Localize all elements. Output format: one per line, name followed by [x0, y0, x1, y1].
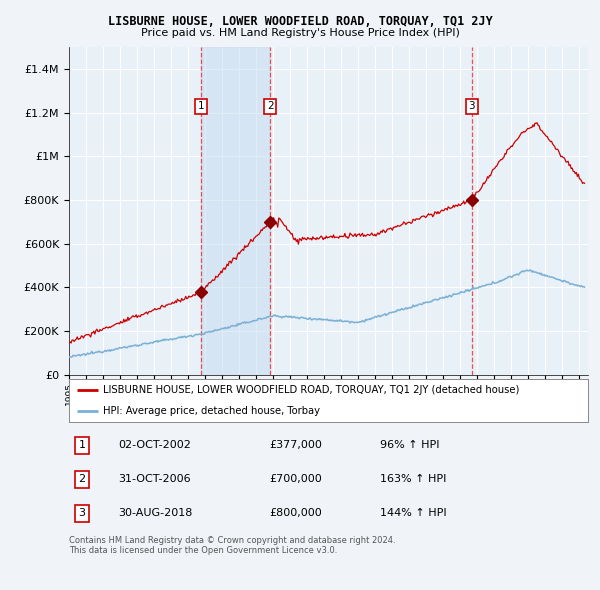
Text: 30-AUG-2018: 30-AUG-2018 [118, 509, 193, 519]
Text: LISBURNE HOUSE, LOWER WOODFIELD ROAD, TORQUAY, TQ1 2JY: LISBURNE HOUSE, LOWER WOODFIELD ROAD, TO… [107, 15, 493, 28]
Text: £377,000: £377,000 [269, 440, 322, 450]
Text: £700,000: £700,000 [269, 474, 322, 484]
Text: 3: 3 [468, 101, 475, 111]
Text: 3: 3 [79, 509, 85, 519]
Text: Contains HM Land Registry data © Crown copyright and database right 2024.
This d: Contains HM Land Registry data © Crown c… [69, 536, 395, 555]
Text: 02-OCT-2002: 02-OCT-2002 [118, 440, 191, 450]
Text: £800,000: £800,000 [269, 509, 322, 519]
Text: 1: 1 [197, 101, 204, 111]
Text: Price paid vs. HM Land Registry's House Price Index (HPI): Price paid vs. HM Land Registry's House … [140, 28, 460, 38]
Text: 1: 1 [79, 440, 85, 450]
Text: 96% ↑ HPI: 96% ↑ HPI [380, 440, 440, 450]
Text: 2: 2 [79, 474, 86, 484]
Text: 2: 2 [267, 101, 274, 111]
Text: LISBURNE HOUSE, LOWER WOODFIELD ROAD, TORQUAY, TQ1 2JY (detached house): LISBURNE HOUSE, LOWER WOODFIELD ROAD, TO… [103, 385, 519, 395]
Text: HPI: Average price, detached house, Torbay: HPI: Average price, detached house, Torb… [103, 407, 320, 416]
Text: 163% ↑ HPI: 163% ↑ HPI [380, 474, 447, 484]
Bar [201, 47, 271, 375]
Text: 144% ↑ HPI: 144% ↑ HPI [380, 509, 447, 519]
Text: 31-OCT-2006: 31-OCT-2006 [118, 474, 191, 484]
